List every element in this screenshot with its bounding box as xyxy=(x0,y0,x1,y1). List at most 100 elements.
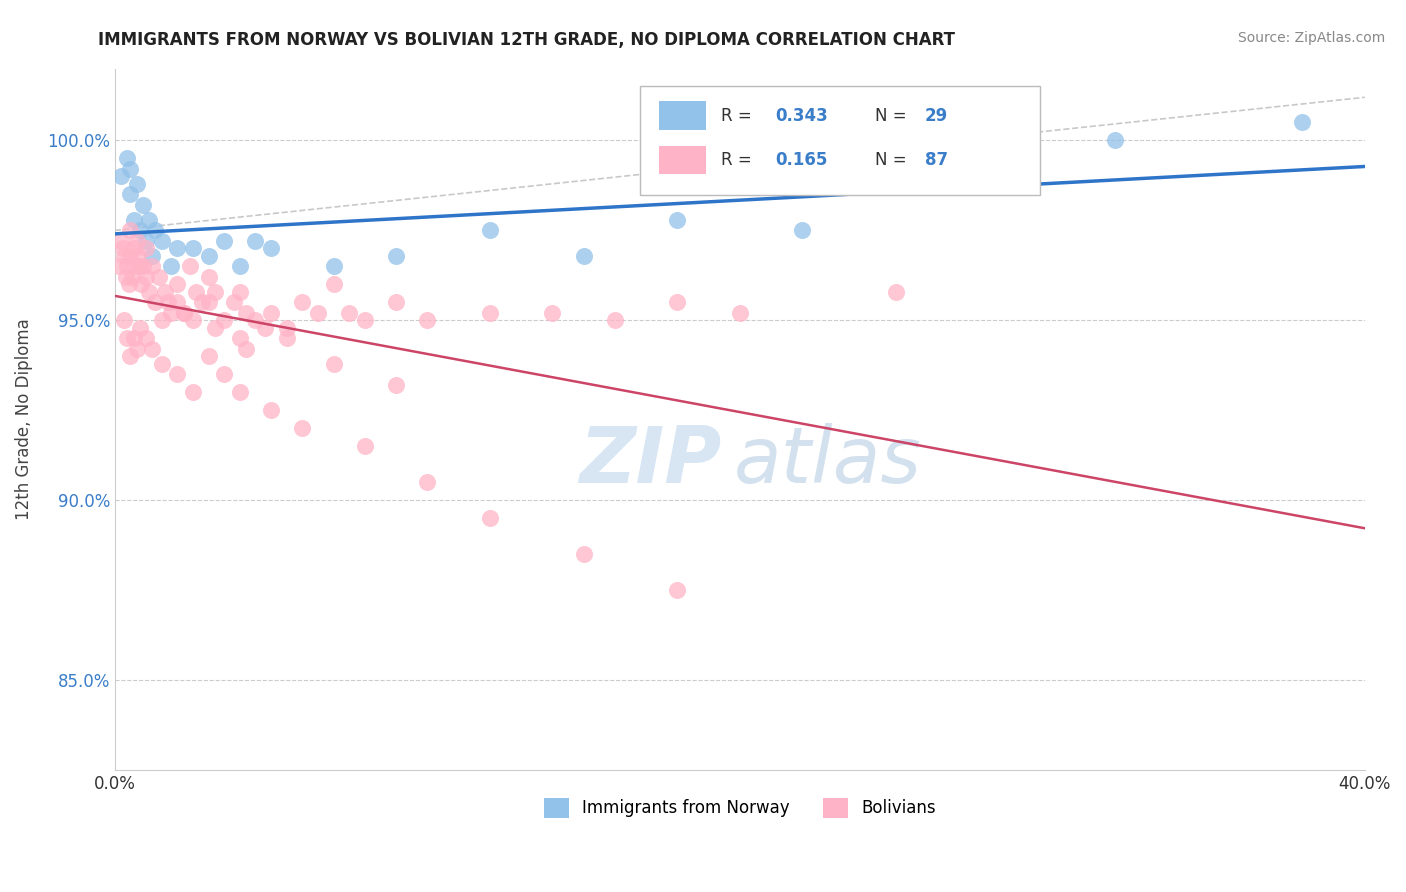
Point xyxy=(322,260,344,274)
Point xyxy=(191,295,214,310)
Point xyxy=(153,285,176,299)
Point xyxy=(138,285,160,299)
Point xyxy=(416,313,439,327)
Point xyxy=(156,295,179,310)
Point xyxy=(122,331,145,345)
Point xyxy=(166,368,188,382)
Point xyxy=(197,270,219,285)
Point xyxy=(121,270,143,285)
Point xyxy=(110,169,132,184)
Point xyxy=(229,331,252,345)
Point xyxy=(128,260,150,274)
Point xyxy=(117,152,139,166)
Point xyxy=(173,306,195,320)
Point xyxy=(337,306,360,320)
Point xyxy=(884,285,907,299)
Point xyxy=(204,320,226,334)
Point xyxy=(276,320,298,334)
Point xyxy=(212,313,235,327)
Point xyxy=(150,357,173,371)
Point xyxy=(291,421,314,435)
Point xyxy=(141,342,163,356)
Point xyxy=(160,260,183,274)
Point xyxy=(173,306,195,320)
Point xyxy=(204,285,226,299)
Point xyxy=(135,234,157,248)
Point xyxy=(132,260,155,274)
Point xyxy=(181,241,204,255)
Point xyxy=(128,223,150,237)
Text: Source: ZipAtlas.com: Source: ZipAtlas.com xyxy=(1237,31,1385,45)
Point xyxy=(131,277,153,292)
Point xyxy=(160,306,183,320)
Point xyxy=(122,241,145,255)
Point xyxy=(135,270,157,285)
Point xyxy=(572,249,595,263)
Text: 87: 87 xyxy=(925,151,948,169)
Point xyxy=(114,270,136,285)
Point xyxy=(197,249,219,263)
Point xyxy=(124,260,146,274)
Point xyxy=(276,331,298,345)
Bar xyxy=(658,145,706,174)
Point xyxy=(260,306,283,320)
Point xyxy=(541,306,564,320)
Point xyxy=(1104,133,1126,147)
Point xyxy=(307,306,329,320)
Point xyxy=(120,223,142,237)
Point xyxy=(212,368,235,382)
Point xyxy=(181,385,204,400)
Text: N =: N = xyxy=(875,106,911,125)
Point xyxy=(108,260,131,274)
Point xyxy=(229,385,252,400)
Point xyxy=(179,260,201,274)
Text: atlas: atlas xyxy=(734,424,921,500)
Point xyxy=(125,342,148,356)
Point xyxy=(212,234,235,248)
Text: R =: R = xyxy=(721,151,756,169)
Point xyxy=(112,313,135,327)
Point xyxy=(141,260,163,274)
Point xyxy=(110,234,132,248)
Bar xyxy=(658,102,706,129)
Point xyxy=(120,249,142,263)
Point xyxy=(112,249,135,263)
Point xyxy=(353,439,375,453)
Point xyxy=(572,547,595,561)
Point xyxy=(478,223,501,237)
Point xyxy=(229,285,252,299)
Point xyxy=(117,331,139,345)
Point xyxy=(197,349,219,363)
Point xyxy=(118,277,141,292)
Point xyxy=(478,306,501,320)
Text: N =: N = xyxy=(875,151,911,169)
Point xyxy=(120,162,142,177)
Point xyxy=(111,241,134,255)
Text: 0.165: 0.165 xyxy=(775,151,827,169)
Point xyxy=(666,212,689,227)
Point xyxy=(122,212,145,227)
Point xyxy=(197,295,219,310)
Point xyxy=(166,295,188,310)
Point xyxy=(166,241,188,255)
Point xyxy=(145,295,167,310)
Point xyxy=(117,260,139,274)
Point xyxy=(166,277,188,292)
Point xyxy=(135,331,157,345)
Point xyxy=(260,241,283,255)
Point xyxy=(148,270,170,285)
Point xyxy=(416,475,439,490)
Text: 0.343: 0.343 xyxy=(775,106,828,125)
Point xyxy=(181,313,204,327)
Point xyxy=(666,295,689,310)
Point xyxy=(150,313,173,327)
Point xyxy=(245,313,267,327)
Point xyxy=(125,234,148,248)
Legend: Immigrants from Norway, Bolivians: Immigrants from Norway, Bolivians xyxy=(537,791,942,825)
Point xyxy=(125,177,148,191)
Point xyxy=(120,349,142,363)
Point xyxy=(666,583,689,598)
Point xyxy=(291,295,314,310)
Point xyxy=(229,260,252,274)
Y-axis label: 12th Grade, No Diploma: 12th Grade, No Diploma xyxy=(15,318,32,520)
